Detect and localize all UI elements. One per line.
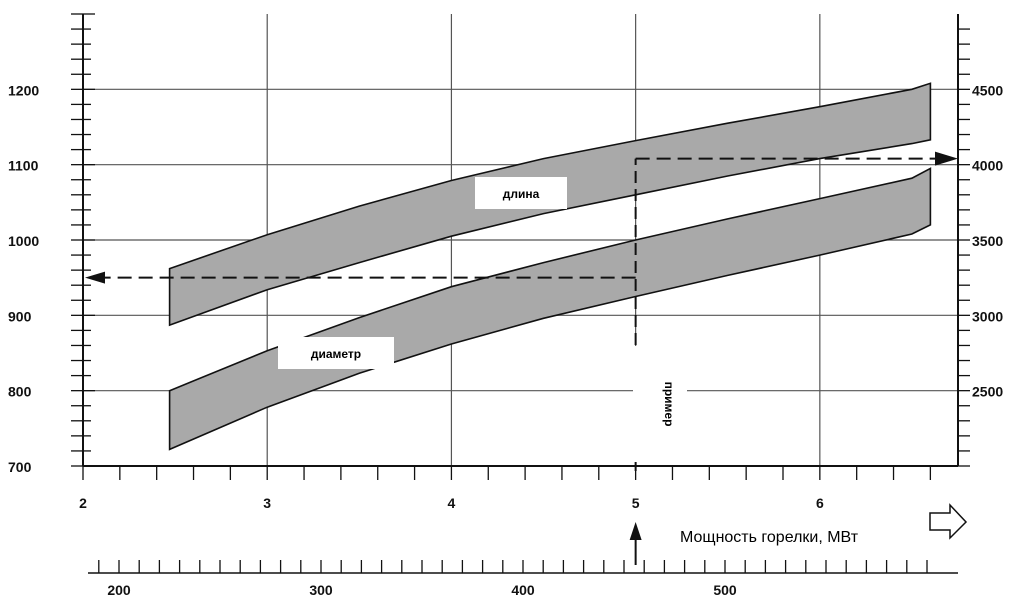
example-label-box: пример (633, 346, 687, 462)
x-tick-label: 5 (632, 495, 640, 511)
left-tick-label: 900 (8, 308, 32, 324)
secondary-tick-label: 300 (309, 582, 333, 598)
x-axis-title-box: Мощность горелки, МВт (665, 512, 893, 558)
right-arrowhead (935, 151, 958, 166)
secondary-tick-label: 500 (713, 582, 737, 598)
outline-right-arrow-icon (929, 503, 968, 540)
left-arrowhead (85, 271, 105, 284)
right-tick-label: 3500 (972, 233, 1003, 249)
left-tick-label: 800 (8, 384, 32, 400)
length-label-box: длина (475, 177, 567, 209)
length-label: длина (503, 187, 540, 201)
right-tick-label: 2500 (972, 384, 1003, 400)
diameter-label: диаметр (311, 347, 361, 361)
label-layer: 7008009001000110012002500300035004000450… (8, 82, 1003, 598)
left-tick-label: 700 (8, 459, 32, 475)
right-tick-label: 4000 (972, 158, 1003, 174)
x-tick-label: 3 (263, 495, 271, 511)
x-tick-label: 6 (816, 495, 824, 511)
up-arrowhead (629, 522, 642, 540)
secondary-tick-label: 400 (511, 582, 535, 598)
left-tick-label: 1100 (8, 158, 39, 174)
x-tick-label: 2 (79, 495, 87, 511)
diameter-label-box: диаметр (278, 337, 394, 369)
x-tick-label: 4 (448, 495, 456, 511)
x-axis-title: Мощность горелки, МВт (680, 529, 859, 546)
right-tick-label: 4500 (972, 82, 1003, 98)
band-layer (168, 82, 932, 451)
left-tick-label: 1200 (8, 82, 39, 98)
tick-layer (71, 13, 970, 574)
right-tick-label: 3000 (972, 308, 1003, 324)
example-label: пример (662, 382, 676, 427)
secondary-tick-label: 200 (107, 582, 131, 598)
left-tick-label: 1000 (8, 233, 39, 249)
